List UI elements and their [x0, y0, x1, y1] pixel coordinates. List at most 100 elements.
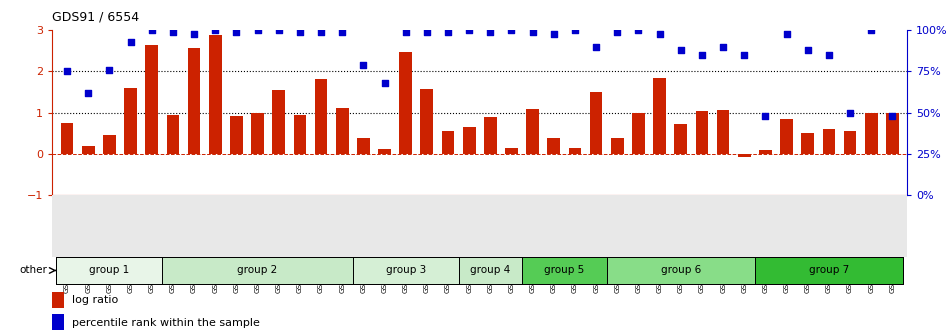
Text: percentile rank within the sample: percentile rank within the sample: [72, 318, 260, 328]
Bar: [886, 113, 899, 154]
Text: group 5: group 5: [544, 265, 584, 276]
Point: [123, 39, 138, 44]
Bar: [103, 135, 116, 154]
Bar: [188, 48, 200, 154]
Bar: [56, 257, 162, 284]
Point: [355, 62, 370, 68]
Bar: [145, 45, 158, 154]
Point: [525, 29, 541, 35]
Point: [631, 28, 646, 33]
Point: [843, 110, 858, 115]
Point: [102, 67, 117, 73]
Bar: [654, 78, 666, 154]
Bar: [378, 149, 390, 154]
Bar: [314, 79, 328, 154]
Text: other: other: [20, 265, 48, 276]
Bar: [611, 138, 623, 154]
Text: group 3: group 3: [386, 265, 426, 276]
Bar: [695, 111, 709, 154]
Bar: [459, 257, 522, 284]
Point: [674, 47, 689, 53]
Point: [715, 44, 731, 49]
Point: [589, 44, 604, 49]
Text: group 4: group 4: [470, 265, 510, 276]
Bar: [802, 133, 814, 154]
Bar: [357, 138, 370, 154]
Bar: [52, 314, 64, 330]
Point: [419, 29, 434, 35]
Point: [462, 28, 477, 33]
Bar: [484, 117, 497, 154]
Point: [546, 31, 561, 36]
Point: [822, 52, 837, 58]
Point: [293, 29, 308, 35]
Point: [884, 113, 900, 119]
Bar: [823, 129, 835, 154]
Bar: [590, 92, 602, 154]
Bar: [52, 292, 64, 308]
Point: [758, 113, 773, 119]
Bar: [607, 257, 755, 284]
Point: [229, 29, 244, 35]
Text: group 2: group 2: [238, 265, 277, 276]
Point: [652, 31, 667, 36]
Text: group 7: group 7: [808, 265, 849, 276]
Bar: [738, 154, 750, 157]
Bar: [526, 109, 539, 154]
Bar: [336, 109, 349, 154]
Bar: [399, 52, 412, 154]
Point: [736, 52, 751, 58]
Point: [334, 29, 350, 35]
Bar: [844, 131, 857, 154]
Bar: [569, 148, 581, 154]
Bar: [294, 115, 306, 154]
Bar: [442, 131, 454, 154]
Bar: [273, 90, 285, 154]
Bar: [864, 113, 878, 154]
Point: [504, 28, 519, 33]
Point: [60, 69, 75, 74]
Point: [144, 28, 160, 33]
Point: [165, 29, 180, 35]
Bar: [780, 119, 793, 154]
Bar: [547, 138, 560, 154]
Bar: [209, 35, 221, 154]
Point: [250, 28, 265, 33]
Bar: [352, 257, 459, 284]
Point: [398, 29, 413, 35]
Text: group 6: group 6: [660, 265, 701, 276]
Point: [314, 29, 329, 35]
Point: [186, 31, 201, 36]
Bar: [166, 115, 180, 154]
Bar: [162, 257, 352, 284]
Bar: [632, 113, 645, 154]
Point: [800, 47, 815, 53]
Point: [271, 28, 286, 33]
Bar: [505, 149, 518, 154]
Bar: [522, 257, 607, 284]
Bar: [421, 89, 433, 154]
Point: [81, 90, 96, 95]
Bar: [717, 110, 730, 154]
Point: [864, 28, 879, 33]
Bar: [463, 127, 476, 154]
Text: group 1: group 1: [89, 265, 129, 276]
Point: [441, 29, 456, 35]
Bar: [755, 257, 903, 284]
Point: [377, 80, 392, 86]
Bar: [230, 116, 242, 154]
Point: [483, 29, 498, 35]
Text: GDS91 / 6554: GDS91 / 6554: [52, 10, 140, 23]
Bar: [759, 150, 771, 154]
Bar: [674, 124, 687, 154]
Bar: [61, 123, 73, 154]
Point: [694, 52, 710, 58]
Text: log ratio: log ratio: [72, 295, 119, 305]
Point: [779, 31, 794, 36]
Point: [567, 28, 582, 33]
Point: [208, 28, 223, 33]
Bar: [251, 113, 264, 154]
Bar: [124, 88, 137, 154]
Bar: [82, 146, 95, 154]
Point: [610, 29, 625, 35]
